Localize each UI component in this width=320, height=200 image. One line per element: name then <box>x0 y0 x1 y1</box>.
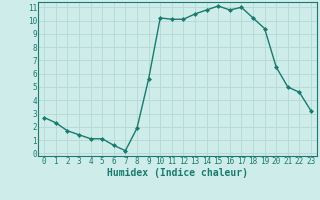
X-axis label: Humidex (Indice chaleur): Humidex (Indice chaleur) <box>107 168 248 178</box>
